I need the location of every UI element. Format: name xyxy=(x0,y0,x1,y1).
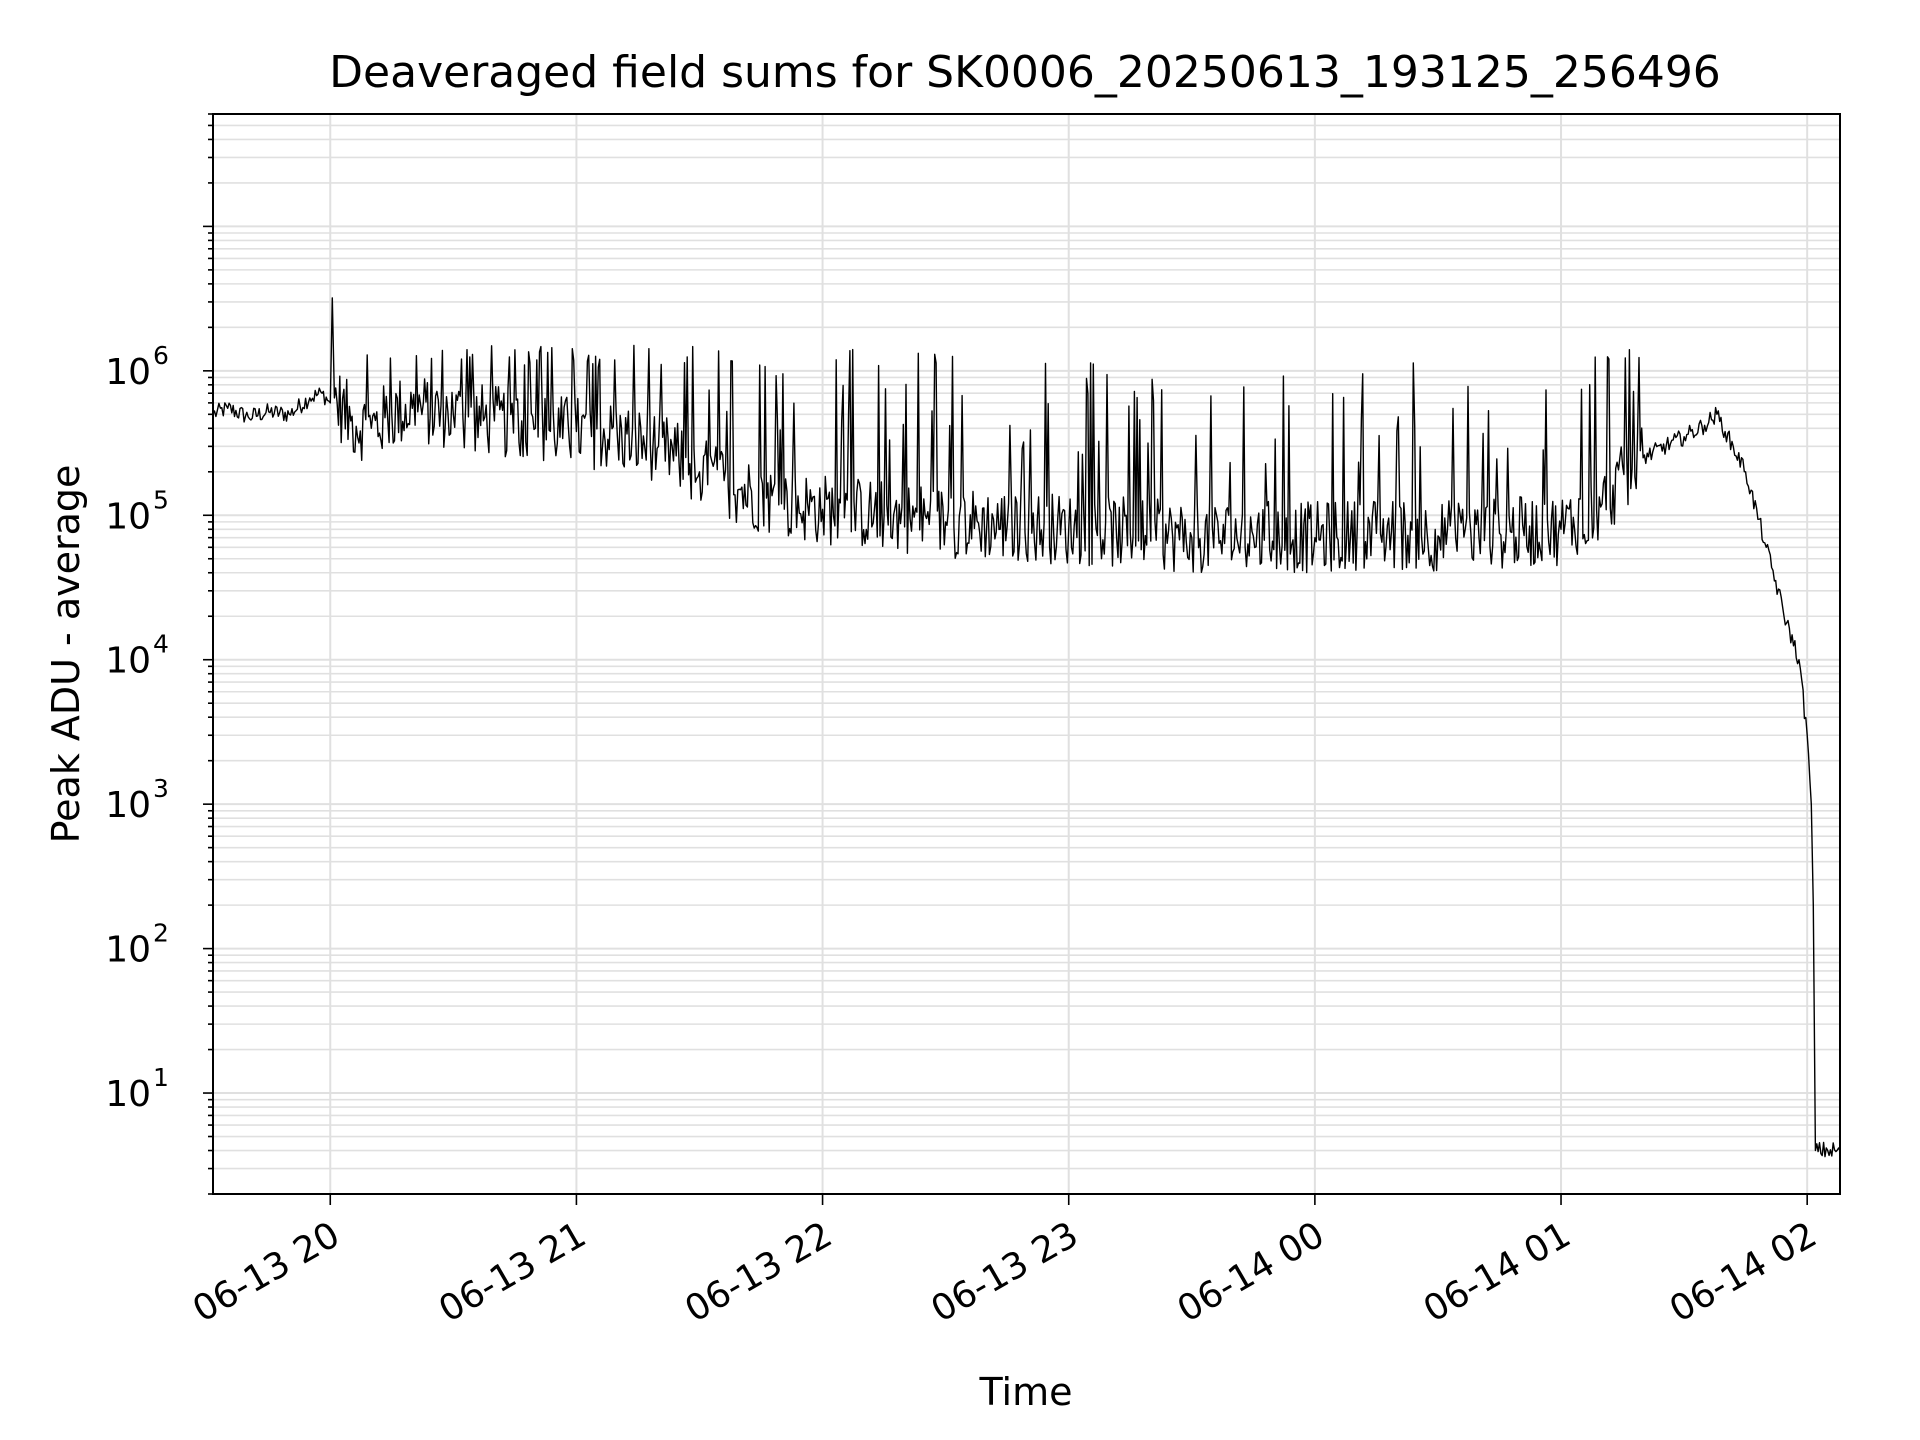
y-tick-base: 10 xyxy=(105,641,151,682)
y-tick-label: 10 5 xyxy=(105,485,169,537)
plot-area-frame xyxy=(212,113,1841,1195)
y-tick-label: 10 6 xyxy=(105,341,169,393)
y-tick-label: 10 4 xyxy=(105,630,169,682)
y-tick-base: 10 xyxy=(105,352,151,393)
y-tick-label: 10 1 xyxy=(105,1063,169,1115)
y-tick-base: 10 xyxy=(105,785,151,826)
y-tick-label: 10 2 xyxy=(105,919,169,971)
y-tick-base: 10 xyxy=(105,1074,151,1115)
x-axis-label: Time xyxy=(979,1370,1073,1414)
chart-title: Deaveraged field sums for SK0006_2025061… xyxy=(329,47,1721,98)
y-axis-label: Peak ADU - average xyxy=(44,465,88,844)
y-tick-label: 10 3 xyxy=(105,774,169,826)
y-tick-base: 10 xyxy=(105,930,151,971)
y-tick-exponent: 5 xyxy=(153,485,169,514)
data-line-layer xyxy=(212,297,1841,1158)
data-series-line xyxy=(212,297,1841,1158)
y-tick-exponent: 4 xyxy=(153,630,169,659)
y-tick-exponent: 1 xyxy=(153,1063,169,1092)
grid-layer xyxy=(213,113,1840,1195)
y-tick-exponent: 3 xyxy=(153,774,169,803)
y-tick-base: 10 xyxy=(105,496,151,537)
y-tick-exponent: 6 xyxy=(153,341,169,370)
y-tick-exponent: 2 xyxy=(153,919,169,948)
